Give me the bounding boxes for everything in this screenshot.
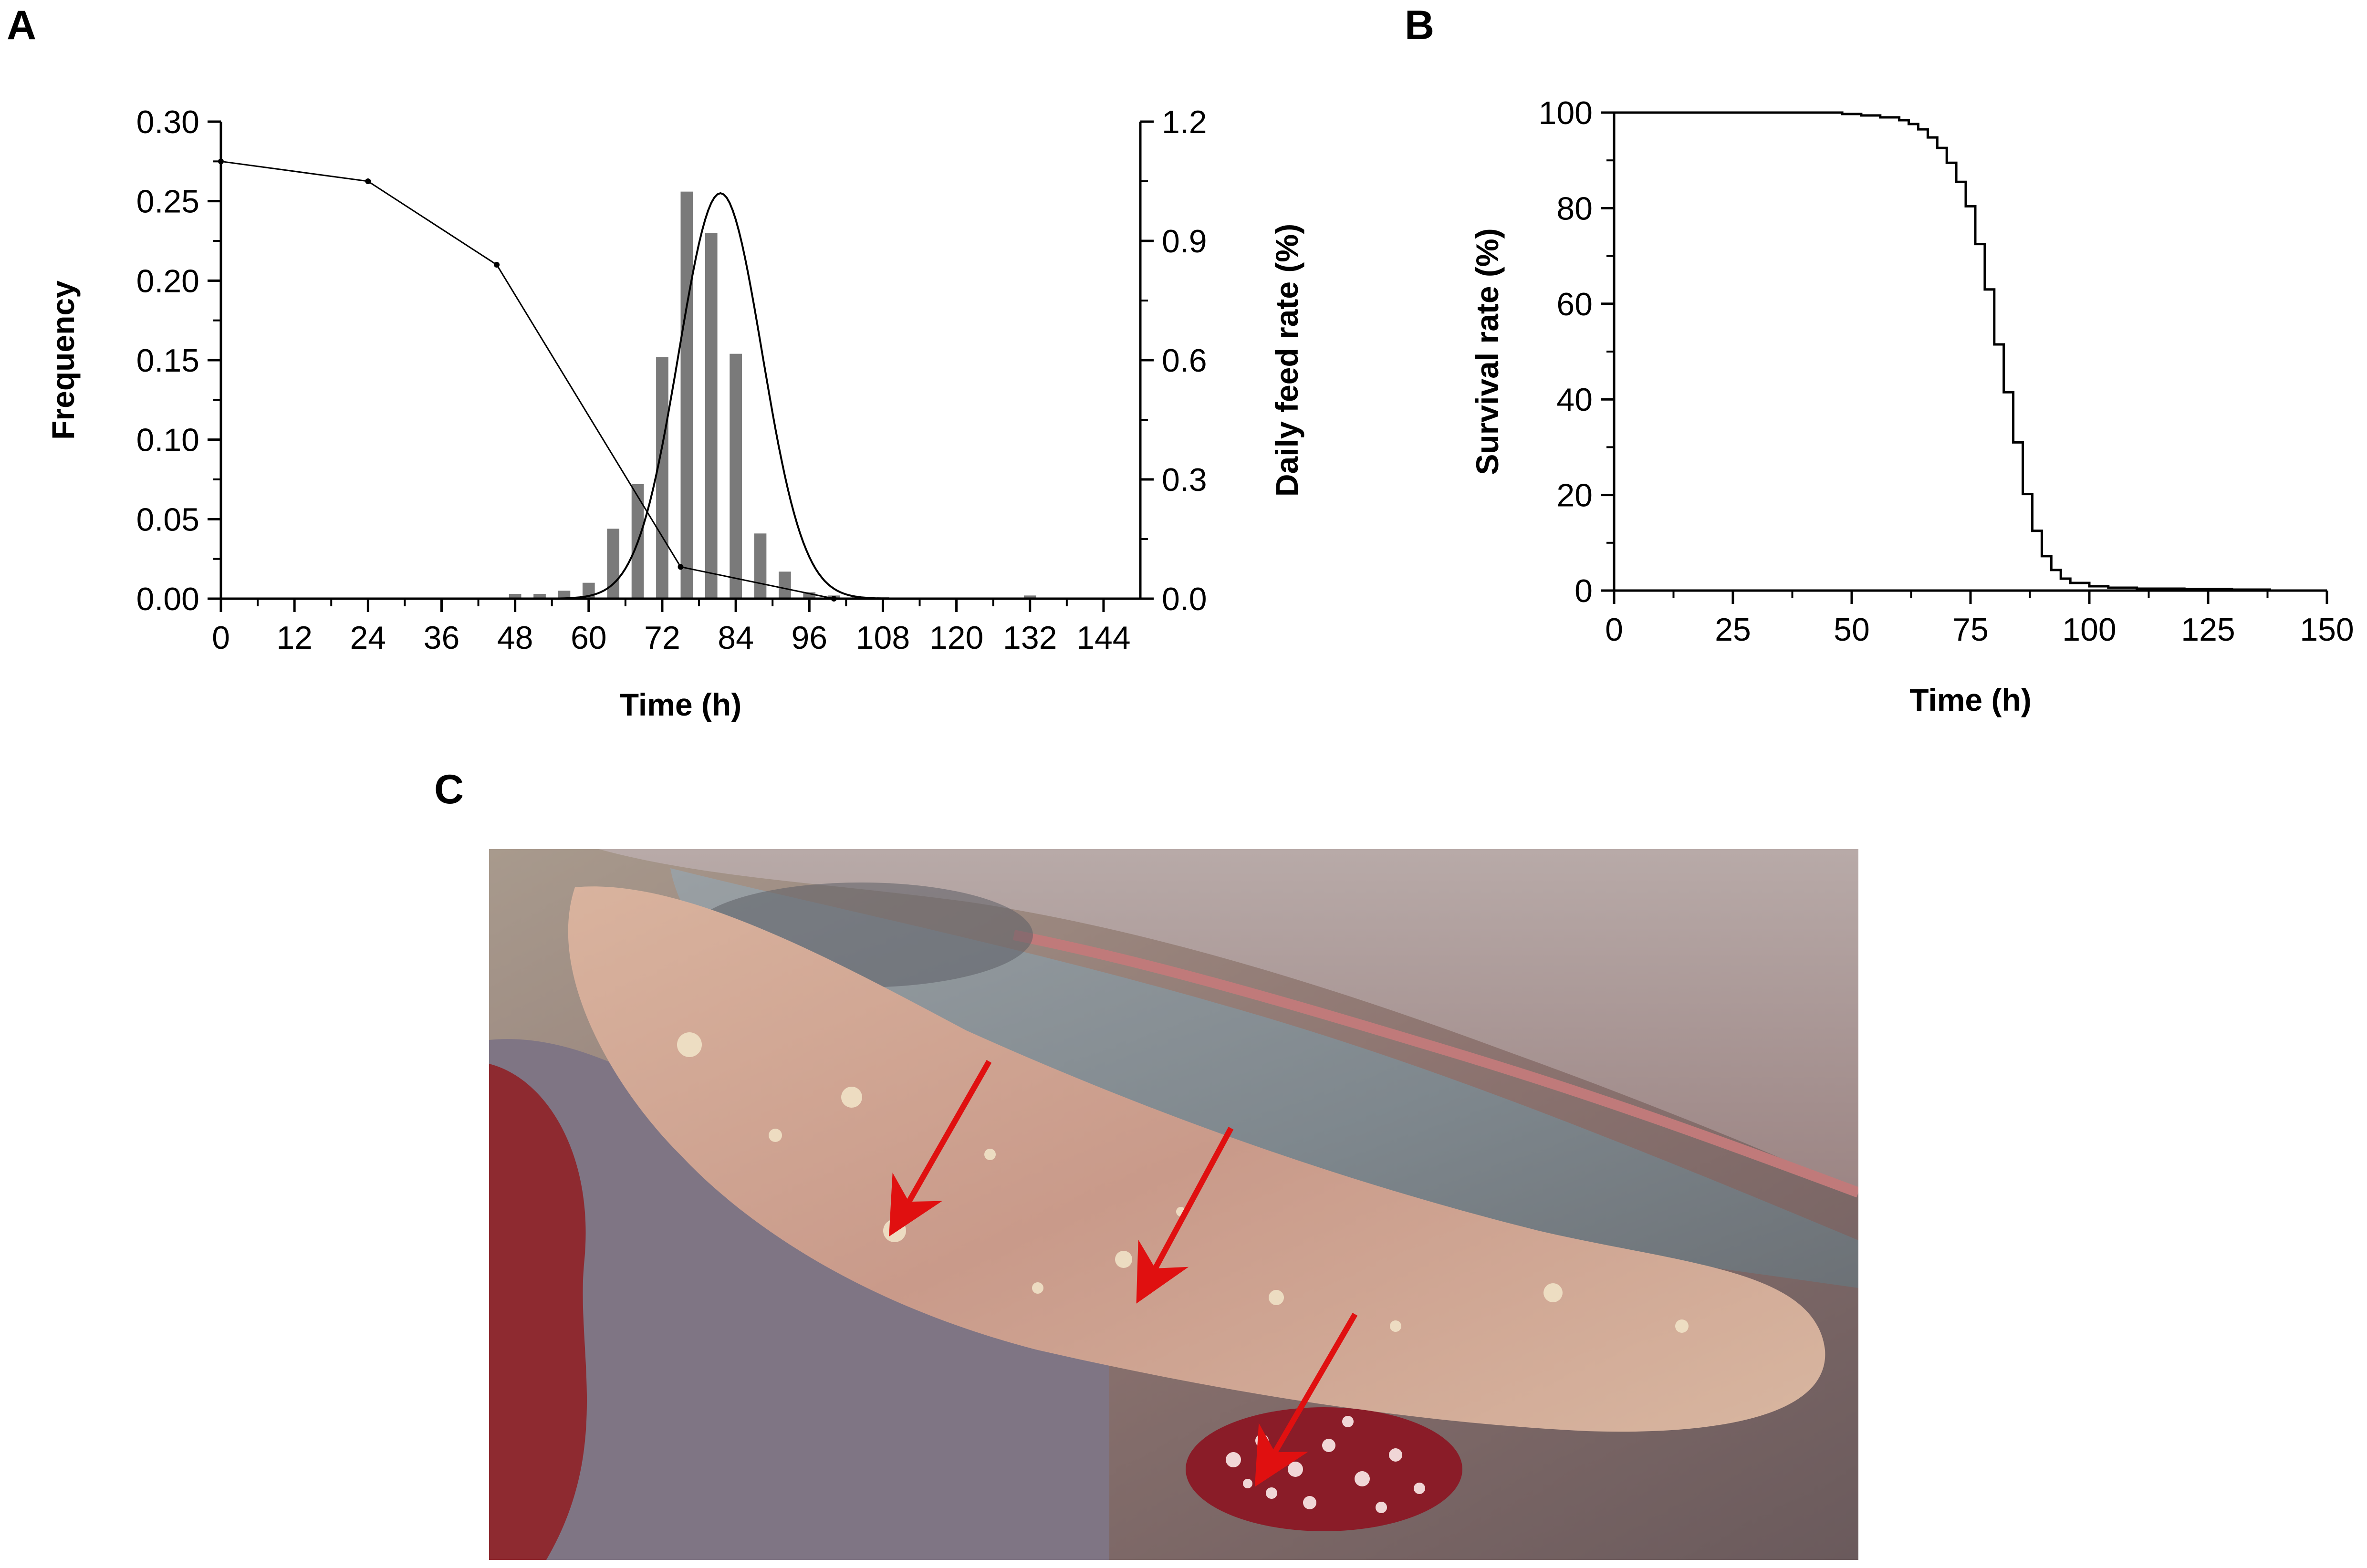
a-x-tick-label: 36 (424, 620, 460, 656)
panel-b-label: B (1405, 2, 1435, 48)
bar-a-92 (779, 571, 791, 599)
intestine (489, 1039, 1109, 1560)
bar-a-132 (1023, 595, 1036, 599)
a-x-tick-label: 108 (856, 620, 910, 656)
feed-rate-point-2 (494, 262, 500, 268)
a-y2-tick-label: 0.9 (1162, 223, 1207, 260)
b-x-tick-label: 50 (1834, 612, 1870, 648)
dissection-photo (489, 849, 1858, 1560)
b-y-tick-label: 40 (1556, 382, 1593, 418)
a-y-tick-label: 0.25 (136, 184, 199, 220)
feed-rate-point-3 (678, 564, 684, 570)
dissection-photo-svg (489, 849, 1858, 1560)
bar-a-84 (730, 353, 742, 599)
charts-svg: 0 12 24 36 48 60 72 84 96 108 120 132 1440.000.050.1… (45, 95, 2354, 722)
b-x-tick-label: 100 (2062, 612, 2116, 648)
bar-a-88 (754, 533, 767, 599)
b-y-axis-title: Survival rate (%) (1470, 228, 1505, 475)
b-x-tick-label: 75 (1952, 612, 1989, 648)
a-y2-tick-label: 0.0 (1162, 581, 1207, 617)
bar-a-72 (656, 357, 668, 599)
a-y-axis-title: Frequency (45, 280, 81, 440)
b-x-tick-label: 25 (1715, 612, 1751, 648)
a-y2-tick-label: 0.3 (1162, 462, 1207, 498)
a-y-tick-label: 0.10 (136, 422, 199, 458)
bar-a-80 (705, 233, 718, 599)
a-y-tick-label: 0.00 (136, 581, 199, 617)
panel-a-label: A (7, 2, 37, 48)
bar-a-56 (558, 591, 571, 599)
b-y-tick-label: 80 (1556, 190, 1593, 227)
b-y-tick-label: 100 (1539, 95, 1593, 131)
b-y-tick-label: 0 (1575, 573, 1593, 609)
lesion-arrows (889, 1060, 1358, 1487)
a-x-tick-label: 132 (1003, 620, 1057, 656)
a-x-tick-label: 0 (212, 620, 230, 656)
a-x-tick-label: 72 (644, 620, 680, 656)
a-y2-tick-label: 1.2 (1162, 104, 1207, 140)
arrow-3 (1254, 1312, 1358, 1487)
kidney-tissue (489, 1064, 587, 1560)
a-x-tick-label: 12 (276, 620, 313, 656)
a-y-tick-label: 0.30 (136, 104, 199, 140)
a-x-tick-label: 60 (571, 620, 607, 656)
a-y-tick-label: 0.20 (136, 263, 199, 299)
a-y2-axis-title: Daily feed rate (%) (1269, 224, 1304, 497)
body-wall (599, 849, 1858, 1193)
spleen (1186, 1407, 1462, 1531)
b-x-axis-title: Time (h) (1909, 682, 2031, 717)
bladder-ridge (1012, 930, 1858, 1198)
bar-a-48 (509, 594, 521, 599)
a-x-tick-label: 24 (350, 620, 386, 656)
liver (568, 886, 1825, 1432)
survival-curve (1614, 111, 2271, 591)
b-x-tick-label: 0 (1605, 612, 1623, 648)
liver-nodules (677, 1032, 1689, 1333)
a-y-tick-label: 0.15 (136, 343, 199, 379)
a-x-tick-label: 120 (929, 620, 983, 656)
a-x-axis-title: Time (h) (620, 687, 741, 722)
feed-rate-line (220, 160, 834, 600)
bar-a-52 (533, 594, 546, 599)
arrow-2 (1136, 1127, 1234, 1304)
a-x-tick-label: 144 (1076, 620, 1130, 656)
a-x-tick-label: 84 (718, 620, 754, 656)
b-x-tick-label: 125 (2181, 612, 2235, 648)
a-y2-tick-label: 0.6 (1162, 343, 1207, 379)
b-x-tick-label: 150 (2300, 612, 2354, 648)
panel-c-label: C (434, 767, 464, 812)
bar-a-76 (680, 191, 693, 599)
a-y-tick-label: 0.05 (136, 501, 199, 538)
feed-rate-point-1 (365, 178, 371, 184)
arrow-1 (889, 1060, 992, 1237)
a-x-tick-label: 48 (497, 620, 533, 656)
fit-curve (466, 192, 987, 600)
b-y-tick-label: 20 (1556, 478, 1593, 514)
a-x-tick-label: 96 (791, 620, 827, 656)
b-y-tick-label: 60 (1556, 286, 1593, 322)
